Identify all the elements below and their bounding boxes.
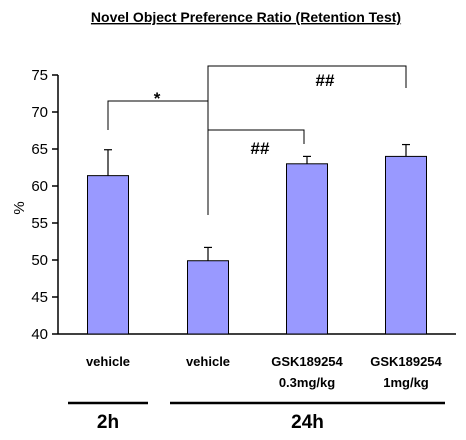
x-tick-label: GSK189254 xyxy=(370,354,442,369)
y-tick-label: 60 xyxy=(31,178,48,195)
significance-bracket xyxy=(207,129,305,215)
x-tick-label: vehicle xyxy=(186,354,230,369)
bar xyxy=(187,260,229,335)
y-axis-ticks: 40 45 50 55 60 65 70 75 xyxy=(31,67,58,343)
significance-label: ## xyxy=(316,71,335,90)
y-tick-label: 45 xyxy=(31,289,48,306)
category-labels: vehicle vehicle GSK189254 0.3mg/kg GSK189254… xyxy=(86,354,443,390)
bar xyxy=(385,155,427,335)
chart-title: Novel Object Preference Ratio (Retention… xyxy=(91,9,401,25)
x-tick-label: 0.3mg/kg xyxy=(279,375,335,390)
y-tick-label: 65 xyxy=(31,141,48,158)
y-tick-label: 55 xyxy=(31,215,48,232)
significance-bracket xyxy=(207,65,407,130)
y-axis-label: % xyxy=(11,201,28,214)
y-tick-label: 40 xyxy=(31,326,48,343)
significance-label: ## xyxy=(251,139,270,158)
group-label: 2h xyxy=(97,412,119,433)
x-tick-label: 1mg/kg xyxy=(383,375,429,390)
significance-label: * xyxy=(154,89,161,108)
y-tick-label: 50 xyxy=(31,252,48,269)
group-labels: 2h 24h xyxy=(68,401,445,433)
x-tick-label: vehicle xyxy=(86,354,130,369)
group-label: 24h xyxy=(291,412,324,433)
error-bars xyxy=(104,143,410,261)
significance-brackets: * ## ## xyxy=(107,65,407,215)
y-tick-label: 75 xyxy=(31,67,48,84)
x-tick-label: GSK189254 xyxy=(271,354,343,369)
bar xyxy=(286,163,328,335)
bars xyxy=(87,155,427,335)
bar xyxy=(87,175,129,335)
y-tick-label: 70 xyxy=(31,104,48,121)
